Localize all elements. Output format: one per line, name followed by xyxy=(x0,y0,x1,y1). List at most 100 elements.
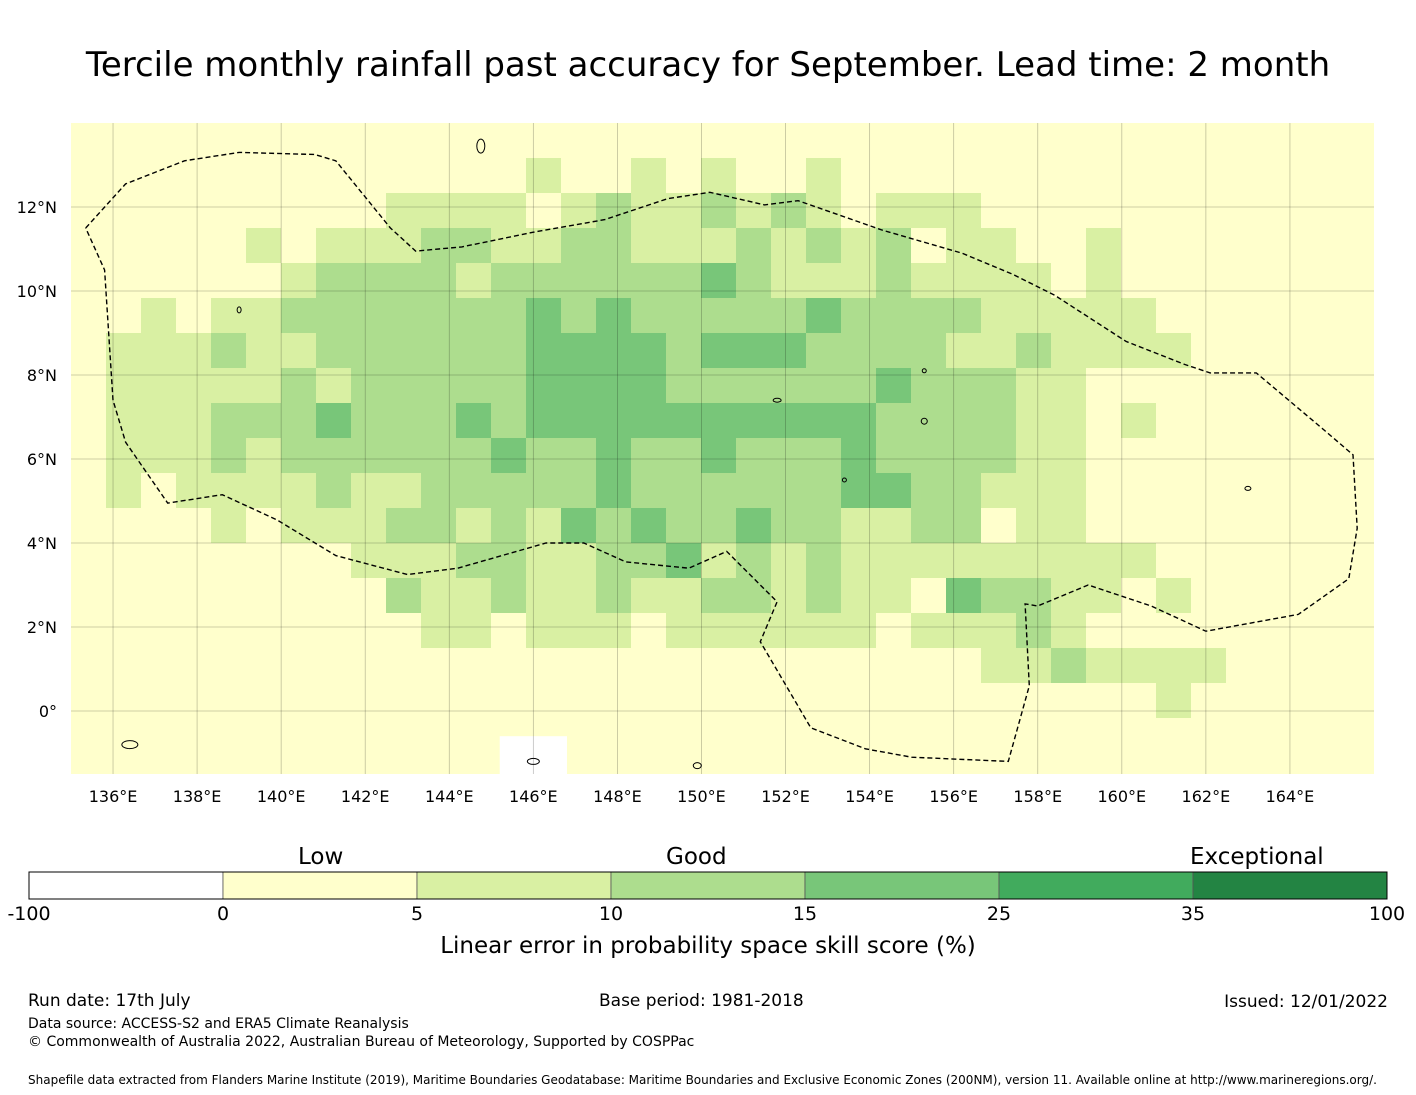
grid-cell xyxy=(316,718,352,754)
grid-cell xyxy=(281,298,317,334)
grid-cell xyxy=(631,298,667,334)
grid-cell xyxy=(596,613,632,649)
grid-cell xyxy=(1156,228,1192,264)
grid-cell xyxy=(106,403,142,439)
grid-cell xyxy=(701,333,737,369)
grid-cell xyxy=(561,438,597,474)
grid-cell xyxy=(666,543,702,579)
grid-cell xyxy=(176,158,212,194)
grid-cell xyxy=(526,473,562,509)
grid-cell xyxy=(1156,613,1192,649)
grid-cell xyxy=(176,228,212,264)
grid-cell xyxy=(631,473,667,509)
grid-cell xyxy=(736,753,772,774)
longitude-tick-label: 148°E xyxy=(593,787,642,806)
colorbar-tick-label: 5 xyxy=(410,903,424,925)
grid-cell xyxy=(176,718,212,754)
grid-cell xyxy=(456,438,492,474)
grid-cell xyxy=(666,123,702,159)
latitude-tick-label: 4°N xyxy=(27,534,57,553)
grid-cell xyxy=(1051,613,1087,649)
grid-cell xyxy=(701,473,737,509)
grid-cell xyxy=(1051,683,1087,719)
grid-cell xyxy=(456,263,492,299)
grid-cell xyxy=(981,263,1017,299)
latitude-tick-label: 8°N xyxy=(27,366,57,385)
grid-cell xyxy=(666,228,702,264)
map-canvas: 136°E 138°E 140°E 142°E 144°E 146°E 148°E 150°E… xyxy=(17,123,1374,806)
grid-cell xyxy=(1016,228,1052,264)
grid-cell xyxy=(1296,683,1332,719)
grid-cell xyxy=(1261,158,1297,194)
grid-cell xyxy=(176,613,212,649)
grid-cell xyxy=(246,158,282,194)
grid-cell xyxy=(1051,718,1087,754)
grid-cell xyxy=(1296,438,1332,474)
category-good-label: Good xyxy=(666,844,727,870)
grid-cell xyxy=(1261,683,1297,719)
grid-cell xyxy=(1296,193,1332,229)
grid-cell xyxy=(351,298,387,334)
skill-score-map: 136°E 138°E 140°E 142°E 144°E 146°E 148°E 150°E… xyxy=(17,123,1374,806)
grid-cell xyxy=(771,228,807,264)
grid-cell xyxy=(386,683,422,719)
grid-cell xyxy=(456,613,492,649)
grid-cell xyxy=(316,753,352,774)
grid-cell xyxy=(246,193,282,229)
grid-cell xyxy=(736,368,772,404)
grid-cell xyxy=(211,438,247,474)
longitude-tick-label: 162°E xyxy=(1182,787,1231,806)
map-title: Tercile monthly rainfall past accuracy f… xyxy=(85,45,1331,85)
grid-cell xyxy=(701,718,737,754)
grid-cell xyxy=(631,158,667,194)
grid-cell xyxy=(666,508,702,544)
grid-cell xyxy=(981,403,1017,439)
grid-cell xyxy=(701,753,737,774)
grid-cell xyxy=(876,683,912,719)
grid-cell xyxy=(561,228,597,264)
shapefile-credit: Shapefile data extracted from Flanders M… xyxy=(28,1073,1377,1087)
grid-cell xyxy=(281,228,317,264)
grid-cell xyxy=(106,543,142,579)
grid-cell xyxy=(1156,123,1192,159)
grid-cell xyxy=(421,753,457,774)
grid-cell xyxy=(246,578,282,614)
grid-cell xyxy=(911,578,947,614)
grid-cell xyxy=(176,403,212,439)
grid-cell xyxy=(211,333,247,369)
grid-cell xyxy=(1156,648,1192,684)
grid-cell xyxy=(456,508,492,544)
grid-cell xyxy=(141,368,177,404)
grid-cell xyxy=(386,508,422,544)
grid-cell xyxy=(246,613,282,649)
grid-cell xyxy=(911,508,947,544)
grid-cell xyxy=(981,473,1017,509)
grid-cell xyxy=(1086,403,1122,439)
grid-cell xyxy=(1051,193,1087,229)
grid-cell xyxy=(806,648,842,684)
grid-cell xyxy=(1366,648,1374,684)
grid-cell xyxy=(141,508,177,544)
grid-cell xyxy=(806,193,842,229)
grid-cell xyxy=(456,368,492,404)
grid-cell xyxy=(246,333,282,369)
grid-cell xyxy=(806,263,842,299)
grid-cell xyxy=(1086,578,1122,614)
grid-cell xyxy=(71,648,107,684)
grid-cell xyxy=(666,438,702,474)
grid-cell xyxy=(491,543,527,579)
grid-cell xyxy=(1191,193,1227,229)
grid-cell xyxy=(1331,333,1367,369)
colorbar-tick-label: 10 xyxy=(598,903,624,925)
grid-cell xyxy=(1191,753,1227,774)
grid-cell xyxy=(561,193,597,229)
grid-cell xyxy=(421,718,457,754)
grid-cell xyxy=(736,158,772,194)
grid-cell xyxy=(946,578,982,614)
grid-cell xyxy=(806,578,842,614)
grid-cell xyxy=(666,753,702,774)
grid-cell xyxy=(736,578,772,614)
grid-cell xyxy=(981,578,1017,614)
grid-cell xyxy=(841,368,877,404)
island-outline xyxy=(920,417,928,425)
